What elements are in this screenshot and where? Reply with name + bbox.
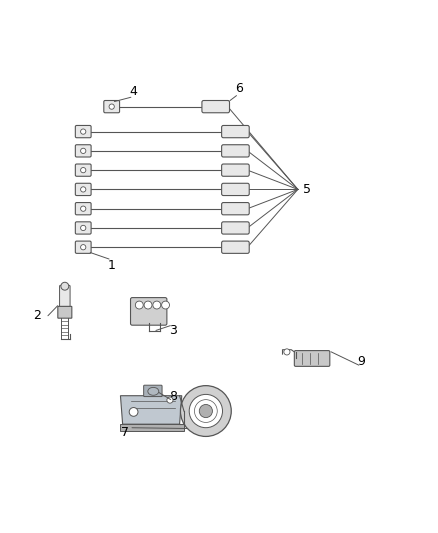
FancyBboxPatch shape <box>75 145 91 157</box>
FancyBboxPatch shape <box>222 222 249 234</box>
Circle shape <box>61 282 69 290</box>
FancyBboxPatch shape <box>60 285 70 307</box>
Circle shape <box>153 301 161 309</box>
FancyBboxPatch shape <box>75 222 91 234</box>
FancyBboxPatch shape <box>75 183 91 196</box>
Circle shape <box>81 187 86 192</box>
Ellipse shape <box>148 387 159 395</box>
FancyBboxPatch shape <box>131 297 167 325</box>
Text: 6: 6 <box>235 82 243 95</box>
Circle shape <box>199 405 212 418</box>
Polygon shape <box>120 395 182 424</box>
FancyBboxPatch shape <box>202 101 230 113</box>
Text: 9: 9 <box>357 356 365 368</box>
Circle shape <box>81 245 86 250</box>
Circle shape <box>81 129 86 134</box>
FancyBboxPatch shape <box>222 164 249 176</box>
FancyBboxPatch shape <box>75 164 91 176</box>
FancyBboxPatch shape <box>222 125 249 138</box>
FancyBboxPatch shape <box>104 101 120 113</box>
Text: 3: 3 <box>169 324 177 336</box>
FancyBboxPatch shape <box>222 183 249 196</box>
Circle shape <box>167 397 173 403</box>
Circle shape <box>129 408 138 416</box>
FancyBboxPatch shape <box>75 241 91 253</box>
Circle shape <box>81 225 86 231</box>
Text: 7: 7 <box>121 425 129 439</box>
Circle shape <box>109 104 114 109</box>
FancyBboxPatch shape <box>222 145 249 157</box>
FancyBboxPatch shape <box>294 351 330 366</box>
Circle shape <box>189 394 223 427</box>
Text: 5: 5 <box>303 183 311 196</box>
Text: 2: 2 <box>33 309 41 322</box>
FancyBboxPatch shape <box>75 125 91 138</box>
Circle shape <box>284 349 290 355</box>
Circle shape <box>81 206 86 211</box>
FancyBboxPatch shape <box>222 203 249 215</box>
Text: 4: 4 <box>130 85 138 98</box>
Text: 8: 8 <box>169 390 177 403</box>
Circle shape <box>81 167 86 173</box>
FancyBboxPatch shape <box>75 203 91 215</box>
Circle shape <box>180 386 231 437</box>
Circle shape <box>81 148 86 154</box>
Polygon shape <box>120 424 184 431</box>
Circle shape <box>135 301 143 309</box>
Circle shape <box>144 301 152 309</box>
FancyBboxPatch shape <box>144 385 162 397</box>
FancyBboxPatch shape <box>222 241 249 253</box>
FancyBboxPatch shape <box>58 306 72 318</box>
Circle shape <box>162 301 170 309</box>
Text: 1: 1 <box>108 259 116 272</box>
